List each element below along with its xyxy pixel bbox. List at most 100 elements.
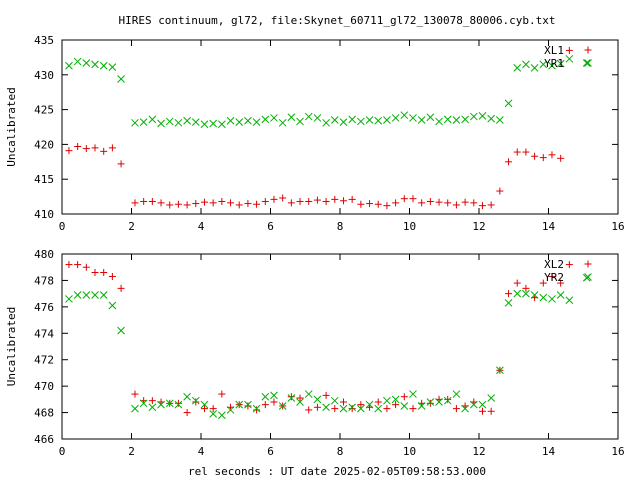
data-point	[140, 197, 148, 205]
y-axis-label: Uncalibrated	[5, 307, 18, 386]
data-point	[557, 279, 565, 287]
data-point	[244, 200, 252, 208]
legend-label: YR2	[544, 271, 564, 284]
data-point	[99, 61, 108, 70]
data-point	[261, 392, 270, 401]
y-tick-label: 472	[34, 354, 54, 367]
data-point	[374, 200, 382, 208]
data-point	[218, 390, 226, 398]
plot-frame	[61, 39, 619, 215]
x-tick-label: 2	[128, 220, 135, 233]
data-point	[157, 119, 165, 128]
data-point	[444, 199, 452, 207]
data-point	[374, 398, 382, 406]
chart-title: HIRES continuum, gl72, file:Skynet_60711…	[118, 14, 555, 27]
data-point	[496, 187, 504, 195]
data-point	[82, 59, 91, 67]
data-point	[400, 393, 408, 401]
data-point	[444, 395, 452, 403]
x-tick-label: 12	[472, 220, 485, 233]
data-point	[426, 197, 434, 205]
data-point	[548, 295, 556, 303]
x-tick-label: 10	[403, 445, 416, 458]
y-tick-label: 468	[34, 407, 54, 420]
data-point	[117, 160, 125, 168]
data-point	[409, 114, 417, 122]
data-point	[565, 54, 574, 63]
data-point	[200, 120, 209, 129]
data-point	[65, 261, 73, 269]
data-point	[244, 116, 252, 125]
data-point	[565, 261, 573, 269]
data-point	[435, 117, 443, 126]
data-point	[191, 396, 200, 405]
x-tick-label: 8	[337, 445, 344, 458]
data-point	[183, 201, 191, 209]
data-point	[513, 63, 522, 72]
data-point	[409, 195, 417, 203]
data-point	[495, 366, 504, 375]
data-point	[91, 291, 99, 299]
data-point	[252, 118, 261, 126]
y-tick-label: 430	[34, 69, 54, 82]
series-yr1	[65, 54, 591, 129]
data-point	[226, 116, 235, 125]
data-point	[65, 61, 73, 70]
data-point	[417, 402, 426, 410]
x-tick-label: 14	[542, 220, 556, 233]
data-point	[148, 403, 157, 412]
data-point	[91, 60, 99, 69]
data-point	[400, 195, 408, 203]
data-point	[200, 400, 209, 409]
data-point	[296, 117, 304, 126]
data-point	[548, 272, 556, 280]
data-point	[100, 269, 108, 276]
data-point	[366, 200, 374, 208]
data-point	[539, 279, 547, 287]
data-point	[209, 199, 217, 207]
data-point	[174, 400, 183, 409]
data-point	[348, 403, 357, 412]
data-point	[253, 200, 261, 208]
data-point	[131, 199, 139, 207]
data-point	[539, 154, 547, 162]
data-point	[400, 402, 409, 410]
y-tick-label: 435	[34, 34, 54, 47]
data-point	[227, 199, 235, 207]
data-point	[461, 198, 469, 206]
data-point	[435, 398, 443, 406]
data-point	[505, 158, 513, 166]
data-point	[305, 406, 313, 414]
data-point	[235, 400, 244, 409]
data-point	[487, 407, 495, 415]
data-point	[409, 390, 417, 398]
data-point	[470, 199, 478, 207]
data-point	[348, 405, 356, 413]
data-point	[166, 201, 174, 209]
data-point	[261, 115, 270, 124]
data-point	[565, 296, 574, 305]
data-point	[478, 112, 487, 120]
data-point	[443, 115, 452, 124]
data-point	[452, 405, 460, 413]
legend-label: YR1	[544, 57, 564, 70]
data-point	[100, 147, 108, 155]
data-point	[192, 398, 200, 406]
data-point	[82, 263, 90, 271]
data-point	[426, 398, 435, 406]
data-point	[174, 118, 183, 127]
legend-label: XL1	[544, 44, 564, 57]
data-point	[478, 400, 487, 409]
data-point	[65, 147, 73, 155]
data-point	[513, 148, 521, 156]
data-point	[235, 201, 243, 209]
data-point	[287, 199, 295, 207]
data-point	[73, 291, 82, 299]
data-point	[356, 117, 365, 126]
y-tick-label: 478	[34, 274, 54, 287]
y-tick-label: 470	[34, 380, 54, 393]
data-point	[452, 201, 460, 209]
data-point	[357, 200, 365, 208]
data-point	[261, 197, 269, 205]
